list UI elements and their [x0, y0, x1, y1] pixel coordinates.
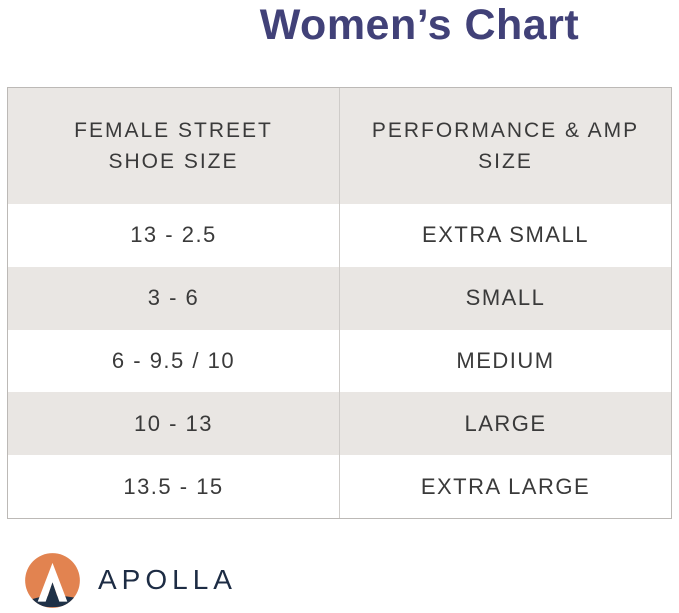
column-header-performance-size: PERFORMANCE & AMP SIZE — [340, 88, 671, 204]
shoe-size-cell: 6 - 9.5 / 10 — [8, 329, 340, 393]
column-header-line: SHOE SIZE — [108, 150, 239, 173]
column-header-shoe-size: FEMALE STREET SHOE SIZE — [8, 88, 340, 204]
table-row: 13 - 2.5 EXTRA SMALL — [8, 204, 671, 267]
table-row: 6 - 9.5 / 10 MEDIUM — [8, 329, 671, 393]
page-title: Women’s Chart — [259, 1, 580, 49]
column-header-line: PERFORMANCE & AMP — [371, 119, 640, 142]
table-row: 3 - 6 SMALL — [8, 266, 671, 330]
shoe-size-cell: 13 - 2.5 — [8, 204, 340, 267]
column-header-line: FEMALE STREET — [74, 119, 273, 142]
shoe-size-cell: 3 - 6 — [8, 266, 340, 330]
size-chart-table: FEMALE STREET SHOE SIZE PERFORMANCE & AM… — [7, 87, 672, 519]
product-size-cell: EXTRA LARGE — [420, 473, 591, 499]
product-size-cell: MEDIUM — [456, 347, 555, 373]
brand-footer: APOLLA — [24, 551, 237, 609]
table-row: 13.5 - 15 EXTRA LARGE — [8, 455, 671, 518]
brand-name: APOLLA — [98, 564, 237, 595]
shoe-size-cell: 13.5 - 15 — [8, 455, 340, 518]
table-row: 10 - 13 LARGE — [8, 392, 671, 456]
product-size-cell: SMALL — [465, 285, 546, 311]
product-size-cell: LARGE — [464, 410, 547, 436]
column-header-line: SIZE — [478, 150, 533, 173]
table-header-row: FEMALE STREET SHOE SIZE PERFORMANCE & AM… — [8, 88, 671, 204]
apolla-logo-icon — [25, 552, 80, 608]
product-size-cell: EXTRA SMALL — [422, 222, 589, 248]
shoe-size-cell: 10 - 13 — [8, 392, 340, 456]
